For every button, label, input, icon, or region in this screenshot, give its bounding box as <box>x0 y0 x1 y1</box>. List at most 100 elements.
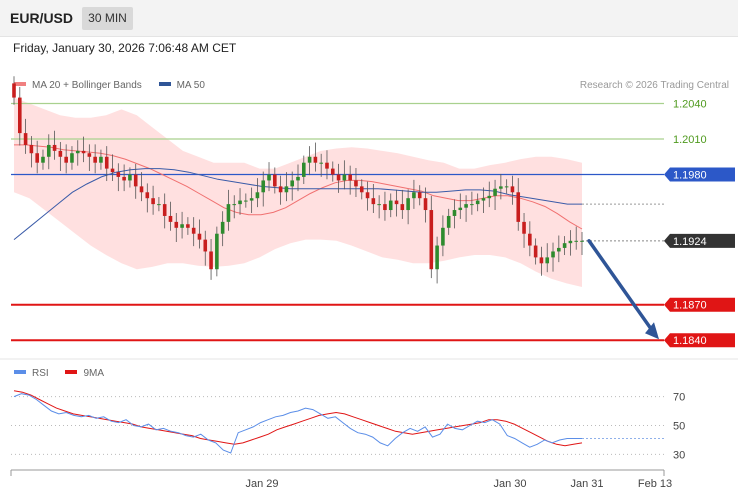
candle-body <box>441 227 445 246</box>
candle-body <box>278 186 283 193</box>
candle-body <box>307 156 312 163</box>
candle-body <box>220 221 225 234</box>
bollinger-band-area <box>14 97 582 287</box>
candle-body <box>388 200 393 211</box>
candle-body <box>435 245 439 270</box>
candle-body <box>406 198 410 211</box>
candle-body <box>255 192 260 199</box>
candle-body <box>359 186 364 193</box>
level-label-1.2010: 1.2010 <box>673 134 707 146</box>
candle-body <box>336 174 341 181</box>
candle-body <box>273 174 277 187</box>
candle-body <box>139 186 144 193</box>
x-tick-label: Jan 31 <box>570 478 603 490</box>
candle-body <box>475 200 480 205</box>
ma50-swatch-icon <box>158 82 171 87</box>
candle-body <box>533 245 538 258</box>
candle-body <box>510 186 515 193</box>
candle-body <box>522 221 526 234</box>
candle-body <box>133 174 138 187</box>
candle-body <box>41 156 45 163</box>
level-label-1.1924: 1.1924 <box>673 236 707 248</box>
rsi-line <box>13 393 582 454</box>
candle-body <box>458 207 463 211</box>
price-legend: MA 20 + Bollinger Bands MA 50 <box>14 80 219 91</box>
candle-body <box>116 172 121 177</box>
candle-body <box>562 243 567 248</box>
candle-body <box>539 257 544 264</box>
level-badge-1.1870 <box>664 297 735 312</box>
rsi-panel: 70 50 30 <box>11 390 685 461</box>
candle-body <box>354 180 358 187</box>
legend-item-ma20: MA 20 + Bollinger Bands <box>14 80 142 91</box>
legend-item-rsi: RSI <box>14 368 49 379</box>
candle-body <box>301 162 306 177</box>
moving-averages <box>13 144 583 240</box>
candle-body <box>394 200 399 205</box>
candle-body <box>545 257 550 264</box>
rsi-swatch-icon <box>14 370 26 375</box>
candle-body <box>151 198 155 205</box>
candle-body <box>470 204 474 206</box>
level-label-1.1870: 1.1870 <box>673 300 707 312</box>
candle-body <box>157 204 161 206</box>
candle-body <box>481 198 486 201</box>
candle-body <box>99 156 103 163</box>
candle-body <box>232 204 237 206</box>
candle-body <box>70 153 74 163</box>
candle-body <box>162 204 167 216</box>
candle-body <box>296 176 300 181</box>
candle-body <box>574 240 579 242</box>
candle-body <box>400 204 405 211</box>
ma20-swatch-icon <box>14 82 26 87</box>
candle-body <box>290 180 295 187</box>
candle-body <box>81 150 86 154</box>
x-axis: Jan 29 Jan 30 Jan 31 Feb 13 <box>10 469 672 490</box>
candle-body <box>87 153 92 157</box>
ma20-line <box>14 144 583 230</box>
candle-body <box>64 156 68 163</box>
timeframe-button[interactable]: 30 MIN <box>82 7 133 30</box>
level-badge-1.1924 <box>664 233 735 248</box>
candle-body <box>516 192 521 222</box>
level-label-1.2040: 1.2040 <box>673 99 707 111</box>
candle-body <box>371 198 376 205</box>
rsi-legend: RSI 9MA <box>14 368 118 379</box>
candle-body <box>226 204 231 222</box>
rsi-tick-50: 50 <box>673 421 685 433</box>
x-tick-label: Jan 29 <box>245 478 278 490</box>
candle-body <box>145 192 150 199</box>
candle-body <box>244 200 248 202</box>
level-badge-1.1980 <box>664 167 735 182</box>
candle-body <box>122 176 126 181</box>
symbol-title: EUR/USD <box>10 10 74 26</box>
candle-body <box>499 186 503 189</box>
candle-body <box>215 233 219 270</box>
candle-body <box>493 188 497 196</box>
candle-body <box>104 156 109 169</box>
candle-body <box>284 186 289 193</box>
candle-body <box>330 168 335 175</box>
candle-body <box>75 150 80 154</box>
legend-label-ma50: MA 50 <box>176 80 205 91</box>
research-credit: Research © 2026 Trading Central <box>579 80 729 91</box>
candle-body <box>35 153 39 163</box>
candle-body <box>58 150 63 157</box>
candle-body <box>110 168 115 173</box>
candle-body <box>197 233 202 240</box>
candle-body <box>261 180 266 193</box>
candle-body <box>46 144 51 157</box>
candle-body <box>557 247 561 252</box>
legend-label-9ma: 9MA <box>83 368 105 379</box>
candle-body <box>313 156 318 163</box>
rsi-tick-70: 70 <box>673 392 685 404</box>
price-levels <box>11 102 664 342</box>
candle-body <box>174 221 179 228</box>
candle-body <box>580 240 584 242</box>
candle-body <box>186 224 190 228</box>
candle-body <box>487 195 492 199</box>
legend-label-rsi: RSI <box>32 368 49 379</box>
candle-body <box>267 174 271 181</box>
candle-body <box>423 198 428 211</box>
